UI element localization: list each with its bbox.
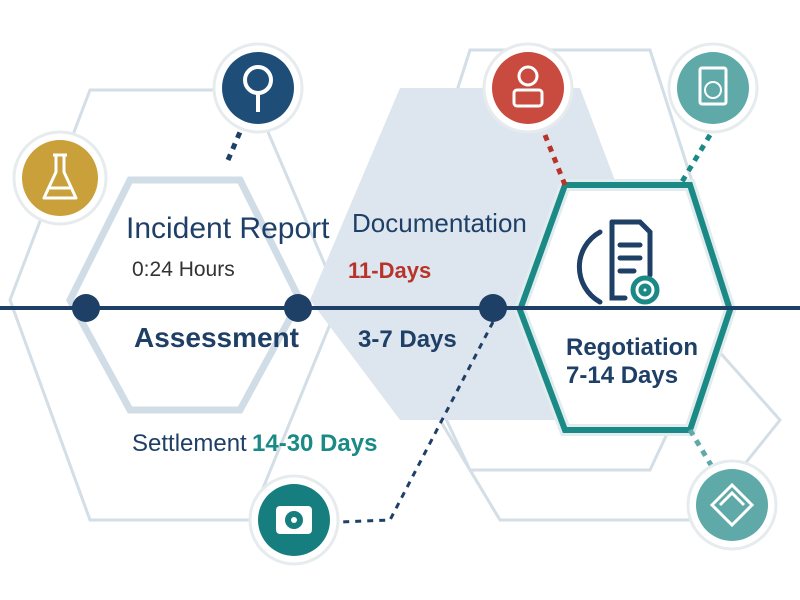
flask-icon	[12, 130, 108, 226]
magnifier-icon	[212, 42, 304, 134]
stage-duration-assessment: 3-7 Days	[358, 326, 457, 353]
clipboard-globe-icon	[667, 42, 759, 134]
stage-title-settlement: Settlement	[132, 430, 247, 457]
incident-report-hexagon	[66, 176, 304, 414]
user-badge-icon	[482, 42, 574, 134]
stage-duration-regotiation: 7-14 Days	[566, 362, 679, 389]
timeline-node-3	[479, 294, 507, 322]
stage-title-incident-report: Incident Report	[126, 212, 330, 245]
stage-duration-documentation: 11-Days	[348, 258, 432, 283]
stage-duration-incident-report: 0:24 Hours	[132, 258, 235, 281]
connector-clipboard	[677, 133, 713, 187]
stage-title-documentation: Documentation	[352, 208, 527, 238]
timeline-node-2	[284, 294, 312, 322]
stage-title-regotiation: Regotiation	[566, 334, 698, 361]
timeline-node-1	[72, 294, 100, 322]
stage-title-assessment: Assessment	[134, 322, 299, 353]
camera-gear-icon	[248, 474, 340, 566]
connector-user-badge	[542, 134, 568, 186]
stage-duration-settlement: 14-30 Days	[252, 430, 378, 457]
handshake-icon	[686, 459, 778, 551]
connector-magnifier	[225, 131, 243, 161]
document-gear-icon	[576, 219, 660, 305]
connector-camera	[339, 321, 495, 524]
